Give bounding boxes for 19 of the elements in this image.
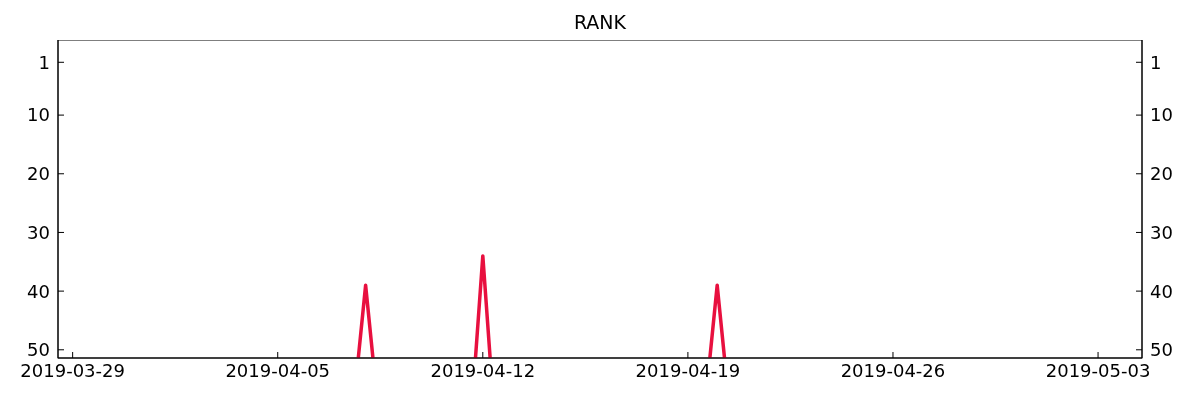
x-tick-label: 2019-04-19 <box>635 359 741 381</box>
y2-tick-label: 1 <box>1150 51 1162 73</box>
y-tick-label: 50 <box>27 339 50 361</box>
x-tick-label: 2019-05-03 <box>1045 359 1151 381</box>
y2-tick-label: 30 <box>1150 221 1173 243</box>
y2-tick-label: 20 <box>1150 163 1173 185</box>
x-tick-label: 2019-03-29 <box>20 359 125 381</box>
x-tick-label: 2019-04-05 <box>225 359 331 381</box>
y-tick-label: 1 <box>38 51 50 73</box>
x-tick-label: 2019-04-26 <box>840 359 946 381</box>
y2-tick-label: 40 <box>1150 280 1173 302</box>
y2-tick-label: 10 <box>1150 104 1173 126</box>
chart-title: RANK <box>572 10 628 35</box>
x-tick-label: 2019-04-12 <box>430 359 536 381</box>
y2-tick-label: 50 <box>1150 339 1173 361</box>
y-tick-label: 40 <box>27 280 50 302</box>
y-tick-label: 10 <box>27 104 50 126</box>
y-tick-label: 20 <box>27 163 50 185</box>
y-tick-label: 30 <box>27 221 50 243</box>
